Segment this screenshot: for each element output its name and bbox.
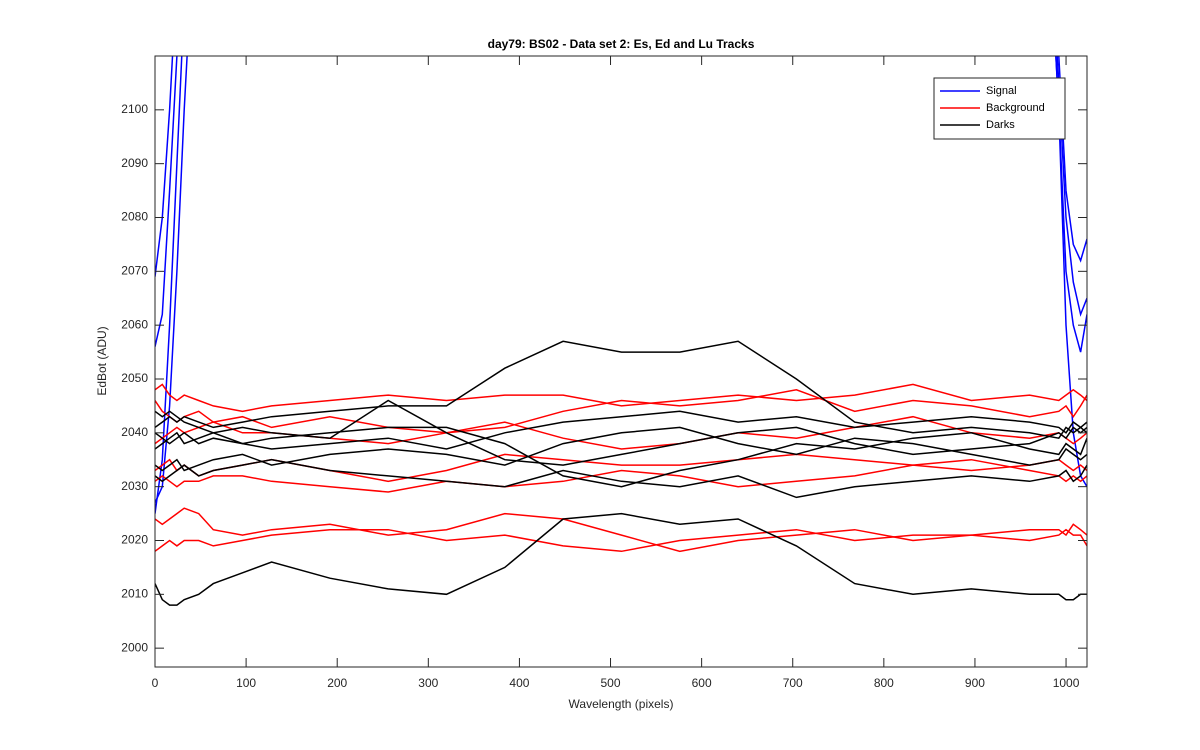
series-line: [155, 399, 1087, 466]
x-tick-label: 500: [601, 676, 621, 690]
series-line: [155, 512, 1087, 606]
y-tick-label: 2010: [121, 586, 148, 600]
x-tick-label: 900: [965, 676, 985, 690]
series-line: [155, 415, 1087, 450]
y-tick-label: 2060: [121, 317, 148, 331]
series-line: [155, 410, 1087, 450]
x-tick-label: 100: [236, 676, 256, 690]
y-tick-label: 2070: [121, 264, 148, 278]
y-tick-label: 2000: [121, 640, 148, 654]
y-tick-label: 2080: [121, 210, 148, 224]
y-axis-label: EdBot (ADU): [95, 326, 109, 395]
y-tick-label: 2040: [121, 425, 148, 439]
x-tick-label: 700: [783, 676, 803, 690]
chart-title: day79: BS02 - Data set 2: Es, Ed and Lu …: [488, 37, 755, 51]
legend-label: Darks: [986, 119, 1015, 131]
y-tick-label: 2100: [121, 102, 148, 116]
y-tick-label: 2090: [121, 156, 148, 170]
x-tick-label: 600: [692, 676, 712, 690]
y-tick-label: 2030: [121, 479, 148, 493]
y-tick-label: 2020: [121, 533, 148, 547]
x-tick-label: 800: [874, 676, 894, 690]
axes-box: [154, 55, 1088, 668]
series-line: [155, 426, 1087, 488]
x-tick-label: 1000: [1053, 676, 1080, 690]
series-line: [155, 528, 1087, 553]
x-tick-label: 0: [152, 676, 159, 690]
x-tick-label: 300: [418, 676, 438, 690]
x-tick-label: 200: [327, 676, 347, 690]
legend-label: Signal: [986, 85, 1017, 97]
lines: [155, 56, 1087, 606]
x-axis-label: Wavelength (pixels): [569, 697, 674, 711]
series-line: [155, 458, 1087, 493]
series-line: [155, 458, 1087, 499]
series-line: [155, 383, 1087, 413]
series-line: [155, 389, 1087, 434]
x-tick-label: 400: [509, 676, 529, 690]
y-tick-label: 2050: [121, 371, 148, 385]
legend-label: Background: [986, 102, 1045, 114]
plot-area: [155, 56, 1087, 667]
